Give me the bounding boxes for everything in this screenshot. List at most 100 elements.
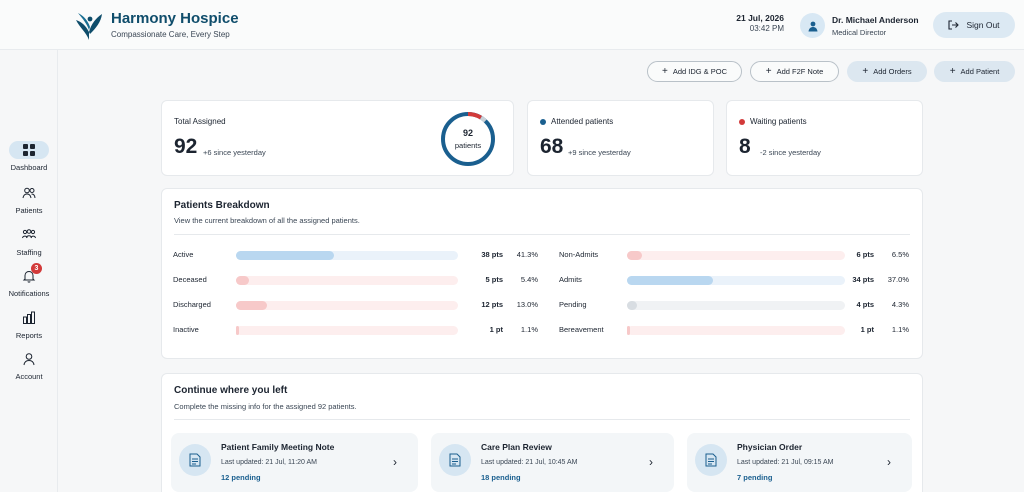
add-idg-poc-button[interactable]: + Add IDG & POC [647, 61, 742, 82]
waiting-label: Waiting patients [750, 117, 807, 126]
breakdown-percent: 37.0% [887, 275, 909, 284]
user-role: Medical Director [832, 28, 887, 37]
waiting-patients-card: Waiting patients 8 -2 since yesterday [726, 100, 923, 176]
sidebar-item-account[interactable]: Account [0, 350, 58, 381]
breakdown-bar-fill [236, 301, 267, 310]
task-pending: 7 pending [737, 473, 773, 482]
breakdown-percent: 41.3% [516, 250, 538, 259]
add-f2f-note-label: Add F2F Note [776, 67, 824, 76]
breakdown-points: 1 pt [489, 325, 503, 334]
breakdown-label: Non-Admits [559, 250, 599, 259]
add-f2f-note-button[interactable]: + Add F2F Note [750, 61, 839, 82]
breakdown-label: Pending [559, 300, 587, 309]
task-title: Physician Order [737, 442, 803, 452]
breakdown-row: Inactive 1 pt 1.1% [173, 324, 538, 336]
breakdown-label: Discharged [173, 300, 211, 309]
header-date: 21 Jul, 2026 [736, 13, 784, 23]
sidebar-item-patients[interactable]: Patients [0, 184, 58, 215]
attended-delta: +9 since yesterday [568, 148, 631, 157]
sign-out-button[interactable]: Sign Out [933, 12, 1015, 38]
sidebar-item-reports[interactable]: Reports [0, 309, 58, 340]
breakdown-title: Patients Breakdown [174, 200, 270, 211]
task-card-physician-order[interactable]: Physician Order Last updated: 21 Jul, 09… [687, 433, 912, 492]
breakdown-points: 12 pts [481, 300, 503, 309]
breakdown-bar-track [627, 301, 845, 310]
waiting-value: 8 [739, 135, 751, 158]
total-assigned-value: 92 [174, 135, 198, 158]
breakdown-row: Active 38 pts 41.3% [173, 249, 538, 261]
total-assigned-label: Total Assigned [174, 117, 226, 126]
chevron-right-icon: › [649, 455, 653, 469]
breakdown-percent: 6.5% [891, 250, 909, 259]
donut-value: 92 [462, 128, 473, 138]
chevron-right-icon: › [393, 455, 397, 469]
breakdown-row: Deceased 5 pts 5.4% [173, 274, 538, 286]
account-icon [9, 350, 49, 368]
sidebar: Dashboard Patients Staffing 3 Notificati… [0, 50, 58, 492]
waiting-dot [739, 118, 745, 125]
sidebar-item-label: Dashboard [10, 163, 48, 172]
hospice-logo-icon [76, 13, 102, 40]
plus-icon: + [661, 66, 668, 77]
staffing-icon [9, 226, 49, 244]
task-card-care-plan[interactable]: Care Plan Review Last updated: 21 Jul, 1… [431, 433, 674, 492]
breakdown-bar-track [236, 301, 458, 310]
breakdown-row: Non-Admits 6 pts 6.5% [559, 249, 914, 261]
continue-title: Continue where you left [174, 385, 288, 396]
bell-icon: 3 [9, 263, 49, 285]
user-name: Dr. Michael Anderson [832, 15, 919, 25]
top-header: Harmony Hospice Compassionate Care, Ever… [0, 0, 1024, 50]
task-updated: Last updated: 21 Jul, 09:15 AM [737, 459, 834, 466]
add-orders-button[interactable]: + Add Orders [847, 61, 927, 82]
dashboard-icon [9, 141, 49, 159]
patients-breakdown-card: Patients Breakdown View the current brea… [161, 188, 923, 359]
breakdown-bar-fill [236, 276, 249, 285]
document-icon [179, 444, 211, 476]
waiting-arc [441, 112, 495, 166]
breakdown-bar-fill [627, 251, 643, 260]
patients-icon [9, 184, 49, 202]
notification-badge: 3 [31, 263, 42, 274]
breakdown-row: Bereavement 1 pt 1.1% [559, 324, 914, 336]
user-icon [808, 21, 817, 31]
continue-divider [174, 419, 910, 420]
breakdown-points: 1 pt [860, 325, 874, 334]
brand-name: Harmony Hospice [111, 10, 239, 27]
add-patient-button[interactable]: + Add Patient [934, 61, 1015, 82]
sidebar-item-label: Notifications [8, 289, 50, 298]
task-title: Care Plan Review [481, 442, 552, 452]
breakdown-label: Active [173, 250, 194, 259]
sidebar-item-notifications[interactable]: 3 Notifications [0, 263, 58, 298]
breakdown-points: 4 pts [856, 300, 874, 309]
sign-out-label: Sign Out [966, 20, 1000, 30]
breakdown-bar-fill [627, 301, 637, 310]
breakdown-label: Deceased [173, 275, 207, 284]
sign-out-icon [948, 20, 960, 30]
task-card-family-meeting[interactable]: Patient Family Meeting Note Last updated… [171, 433, 418, 492]
sidebar-item-dashboard[interactable]: Dashboard [0, 141, 58, 172]
breakdown-percent: 4.3% [891, 300, 909, 309]
sidebar-item-staffing[interactable]: Staffing [0, 226, 58, 257]
breakdown-label: Inactive [173, 325, 199, 334]
waiting-label-row: Waiting patients [739, 117, 807, 126]
breakdown-bar-track [627, 326, 845, 335]
breakdown-label: Admits [559, 275, 582, 284]
add-patient-label: Add Patient [960, 67, 1000, 76]
add-orders-label: Add Orders [873, 67, 912, 76]
breakdown-percent: 1.1% [891, 325, 909, 334]
breakdown-points: 34 pts [852, 275, 874, 284]
attended-value: 68 [540, 135, 564, 158]
attended-label-row: Attended patients [540, 117, 613, 126]
breakdown-bar-track [236, 276, 458, 285]
task-pending: 18 pending [481, 473, 521, 482]
avatar[interactable] [800, 13, 825, 38]
breakdown-bar-fill [236, 251, 334, 260]
breakdown-percent: 13.0% [516, 300, 538, 309]
reports-icon [9, 309, 49, 327]
breakdown-row: Pending 4 pts 4.3% [559, 299, 914, 311]
sidebar-item-label: Account [15, 372, 43, 381]
task-title: Patient Family Meeting Note [221, 442, 335, 452]
total-assigned-card: Total Assigned 92 +6 since yesterday 92 … [161, 100, 514, 176]
sidebar-item-label: Staffing [16, 248, 42, 257]
breakdown-percent: 5.4% [520, 275, 538, 284]
